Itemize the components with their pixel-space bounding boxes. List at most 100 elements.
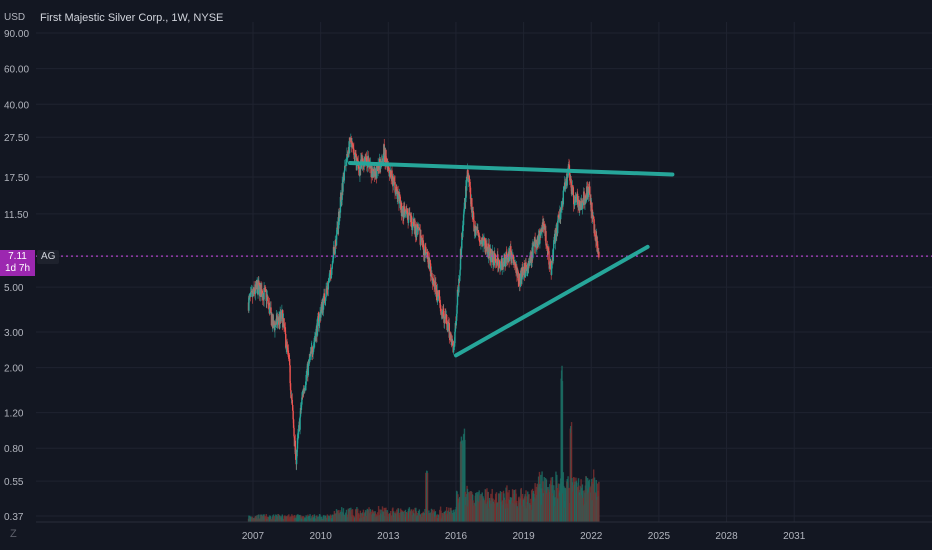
candle-body: [434, 282, 437, 290]
candle-body: [540, 229, 543, 232]
y-axis: 90.00 60.00 40.00 27.50 17.50 11.50 5.00 3.00 2.…: [4, 29, 29, 523]
support-trendline: [453, 244, 650, 358]
candle-body: [579, 201, 581, 209]
candle-body: [572, 185, 574, 188]
y-tick-label: 0.37: [4, 512, 24, 523]
x-tick-label: 2007: [242, 531, 265, 542]
candle-body: [411, 224, 414, 230]
candle-body: [443, 316, 446, 323]
y-tick-label: 0.80: [4, 444, 24, 455]
candle-body: [431, 272, 433, 278]
candle-body: [565, 181, 567, 186]
candle-body: [485, 247, 487, 249]
candle-body: [585, 198, 588, 202]
candle-body: [381, 159, 384, 161]
candle-body: [388, 167, 390, 172]
candle-body: [570, 178, 572, 188]
candle-body: [574, 197, 577, 201]
candle-body: [351, 142, 354, 145]
candle-body: [357, 163, 360, 169]
volume-bar: [530, 490, 533, 522]
candle-body: [298, 425, 300, 433]
volume-bar: [345, 509, 348, 522]
candle-body: [418, 227, 420, 228]
candle-body: [594, 234, 597, 240]
candle-body: [310, 347, 313, 353]
candle-body: [334, 240, 337, 245]
y-tick-label: 27.50: [4, 133, 29, 144]
candle-body: [358, 168, 360, 173]
candle-body: [499, 267, 502, 269]
candle-body: [331, 264, 333, 268]
candle-body: [496, 261, 498, 265]
volume-bar: [327, 515, 329, 522]
candle-body: [524, 272, 526, 278]
candle-body: [459, 269, 461, 276]
candle-body: [445, 314, 448, 325]
volume-bar: [507, 492, 509, 522]
candle-body: [290, 390, 292, 398]
volume-bar: [317, 516, 319, 522]
x-tick-label: 2019: [512, 531, 535, 542]
candle-body: [547, 248, 550, 252]
candle-body: [398, 194, 401, 204]
volume-bar: [506, 485, 508, 522]
candle-body: [296, 448, 298, 457]
candle-body: [248, 297, 251, 299]
currency-unit-label: USD: [4, 12, 26, 23]
y-tick-label: 17.50: [4, 173, 29, 184]
candle-body: [511, 252, 513, 259]
candle-body: [304, 389, 306, 391]
candle-body: [529, 255, 532, 259]
candle-body: [589, 194, 591, 202]
x-tick-label: 2031: [783, 531, 806, 542]
ticker-label: AG: [37, 250, 60, 264]
candle-body: [537, 234, 540, 246]
candle-body: [468, 178, 471, 186]
candle-body: [382, 159, 385, 160]
candle-body: [435, 282, 437, 285]
symbol-title[interactable]: First Majestic Silver Corp., 1W, NYSE: [40, 12, 224, 24]
candle-body: [461, 233, 463, 249]
candle-body: [571, 185, 574, 194]
candle-body: [498, 260, 501, 265]
x-axis: 2007 2010 2013 2016 2019 2022 2025 2028 2031: [36, 521, 932, 542]
candle-body: [463, 211, 465, 215]
timezone-icon[interactable]: Z: [10, 528, 17, 540]
candle-body: [552, 248, 555, 261]
candle-body: [416, 224, 419, 230]
candle-body: [340, 192, 342, 202]
candle-body: [564, 185, 567, 190]
volume-bar: [592, 469, 595, 522]
volume-bar: [385, 511, 388, 522]
candle-body: [344, 165, 346, 171]
candle-body: [526, 269, 529, 272]
candle-body: [532, 245, 534, 258]
candle-body: [354, 154, 356, 157]
candle-body: [414, 224, 416, 226]
candle-body: [276, 320, 279, 325]
candle-body: [529, 255, 531, 266]
candle-body: [553, 240, 555, 249]
candle-body: [458, 278, 460, 293]
candle-body: [413, 218, 415, 228]
candle-body: [332, 258, 334, 261]
candle-body: [338, 211, 341, 222]
volume-bar: [426, 473, 429, 522]
candle-body: [575, 198, 578, 199]
candle-body: [573, 202, 576, 206]
candle-body: [429, 263, 431, 264]
candle-body: [550, 261, 553, 275]
candle-body: [519, 283, 522, 285]
candle-body: [584, 200, 586, 205]
candle-body: [557, 215, 560, 218]
candle-body: [387, 165, 389, 171]
candle-body: [406, 214, 409, 220]
candle-body: [312, 351, 314, 355]
candle-body: [468, 176, 470, 179]
candle-body: [344, 165, 347, 167]
candle-body: [543, 224, 545, 227]
volume-bar: [335, 509, 338, 522]
